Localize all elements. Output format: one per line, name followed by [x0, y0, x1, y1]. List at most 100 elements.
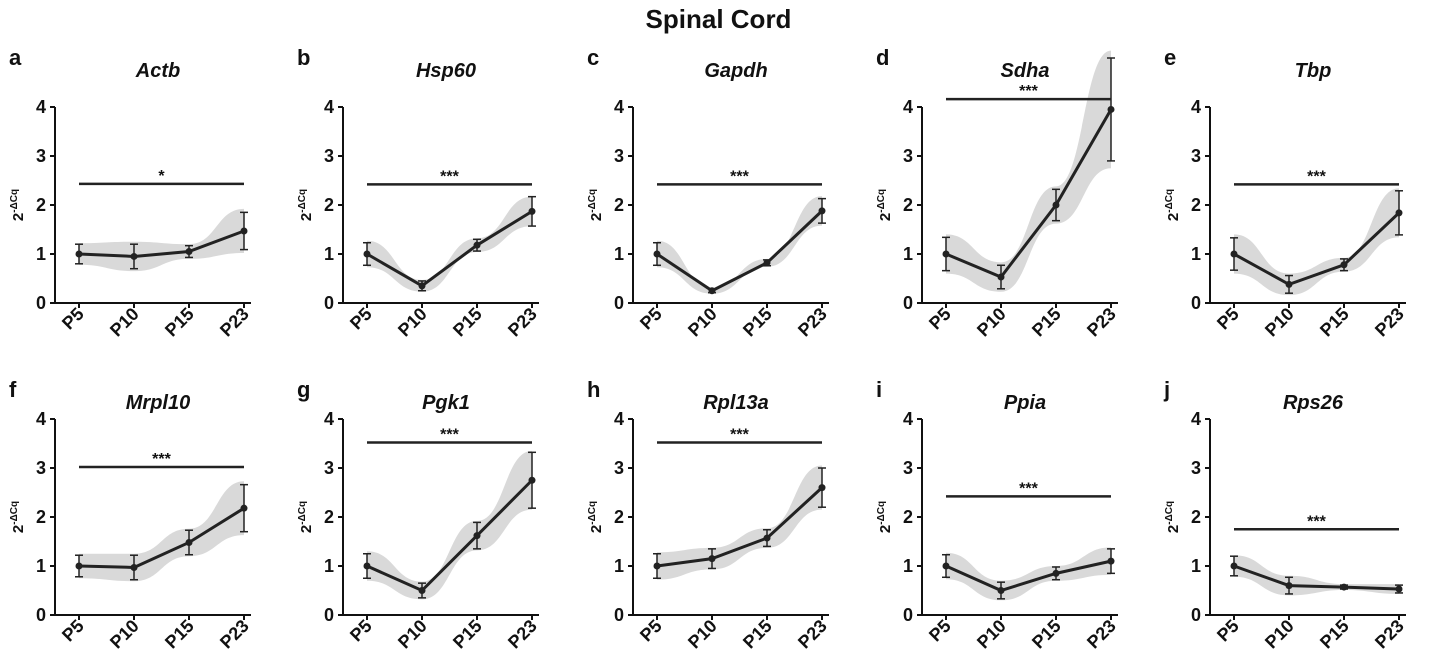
y-tick-label: 2: [1191, 195, 1201, 215]
data-point: [418, 282, 426, 290]
panel-label: c: [587, 45, 599, 70]
y-tick-label: 4: [614, 409, 624, 429]
x-tick-label: P10: [973, 616, 1010, 653]
y-tick-label: 2: [1191, 507, 1201, 527]
data-point: [708, 555, 716, 563]
significance-label: ***: [1019, 83, 1038, 100]
x-tick-label: P5: [58, 304, 88, 334]
x-tick-label: P10: [394, 616, 431, 653]
series-line: [366, 479, 534, 593]
x-tick-label: P10: [1261, 304, 1298, 341]
y-tick-label: 0: [614, 293, 624, 313]
confidence-band: [367, 196, 532, 292]
panel-title: Pgk1: [422, 392, 470, 414]
panel-title: Actb: [135, 60, 180, 82]
data-point: [818, 484, 826, 492]
y-tick-label: 0: [36, 605, 46, 625]
data-point: [1052, 569, 1060, 577]
y-tick-label: 0: [1191, 293, 1201, 313]
data-point: [997, 273, 1005, 281]
x-tick-label: P23: [504, 616, 541, 653]
series-line: [945, 108, 1113, 279]
x-tick-label: P15: [1316, 616, 1353, 653]
data-point: [1340, 261, 1348, 269]
data-point: [363, 250, 371, 258]
data-point: [75, 562, 83, 570]
data-point: [1285, 582, 1293, 590]
confidence-band: [79, 481, 244, 582]
panel-label: d: [876, 45, 889, 70]
y-tick-label: 4: [1191, 97, 1201, 117]
x-tick-label: P10: [394, 304, 431, 341]
x-tick-label: P5: [346, 304, 376, 334]
panel-title: Gapdh: [704, 60, 767, 82]
significance-label: ***: [730, 168, 749, 185]
y-axis-label: 2-ΔCq: [1164, 501, 1182, 533]
data-point: [1340, 583, 1348, 591]
y-tick-label: 1: [614, 556, 624, 576]
data-point: [1052, 201, 1060, 209]
panel-label: e: [1164, 45, 1176, 70]
panel-title: Rps26: [1283, 392, 1344, 414]
data-point: [942, 562, 950, 570]
significance-label: ***: [440, 427, 459, 444]
y-tick-label: 0: [324, 293, 334, 313]
x-tick-label: P5: [1213, 616, 1243, 646]
x-tick-label: P10: [684, 616, 721, 653]
panel-a: a Actb 2-ΔCq 0 1 2 3 4 P5 P10 P15 P23 *: [9, 45, 253, 340]
x-tick-label: P23: [1083, 616, 1120, 653]
panel-title: Ppia: [1004, 392, 1046, 414]
data-point: [1395, 585, 1403, 593]
panel-title: Sdha: [1001, 60, 1050, 82]
y-tick-label: 1: [324, 244, 334, 264]
y-tick-label: 3: [1191, 146, 1201, 166]
data-point: [763, 259, 771, 267]
panel-label: g: [297, 377, 310, 402]
x-tick-label: P10: [684, 304, 721, 341]
y-tick-label: 4: [324, 97, 334, 117]
data-point: [185, 248, 193, 256]
y-axis-label: 2-ΔCq: [876, 501, 894, 533]
confidence-band: [946, 547, 1111, 601]
series-line: [78, 229, 245, 258]
x-tick-label: P15: [449, 616, 486, 653]
significance-label: ***: [152, 451, 171, 468]
x-tick-label: P15: [1028, 304, 1065, 341]
data-point: [130, 563, 138, 571]
confidence-band: [1234, 555, 1399, 596]
x-tick-label: P5: [925, 616, 955, 646]
data-point: [130, 252, 138, 260]
x-tick-label: P15: [1028, 616, 1065, 653]
y-tick-label: 1: [36, 556, 46, 576]
data-point: [363, 562, 371, 570]
y-tick-label: 3: [36, 458, 46, 478]
panel-h: h Rpl13a 2-ΔCq 0 1 2 3 4 P5 P10 P15 P23 ***: [587, 377, 831, 652]
significance-label: ***: [440, 168, 459, 185]
y-axis-label: 2-ΔCq: [876, 189, 894, 221]
y-tick-label: 4: [36, 97, 46, 117]
x-tick-label: P10: [1261, 616, 1298, 653]
x-tick-label: P10: [973, 304, 1010, 341]
significance-label: ***: [1019, 480, 1038, 497]
y-tick-label: 2: [36, 507, 46, 527]
data-point: [818, 207, 826, 215]
data-point: [763, 534, 771, 542]
x-tick-label: P5: [58, 616, 88, 646]
x-tick-label: P23: [504, 304, 541, 341]
x-tick-label: P5: [636, 616, 666, 646]
data-point: [1107, 557, 1115, 565]
data-point: [708, 287, 716, 295]
y-tick-label: 3: [903, 458, 913, 478]
panel-g: g Pgk1 2-ΔCq 0 1 2 3 4 P5 P10 P15 P23 ***: [297, 377, 541, 652]
data-point: [473, 241, 481, 249]
y-tick-label: 3: [1191, 458, 1201, 478]
y-tick-label: 3: [324, 458, 334, 478]
y-tick-label: 3: [36, 146, 46, 166]
data-point: [1285, 280, 1293, 288]
series-line: [1233, 564, 1400, 591]
y-tick-label: 4: [1191, 409, 1201, 429]
panel-i: i Ppia 2-ΔCq 0 1 2 3 4 P5 P10 P15 P23 ***: [876, 377, 1120, 652]
y-tick-label: 1: [614, 244, 624, 264]
data-point: [653, 562, 661, 570]
x-tick-label: P10: [106, 616, 143, 653]
